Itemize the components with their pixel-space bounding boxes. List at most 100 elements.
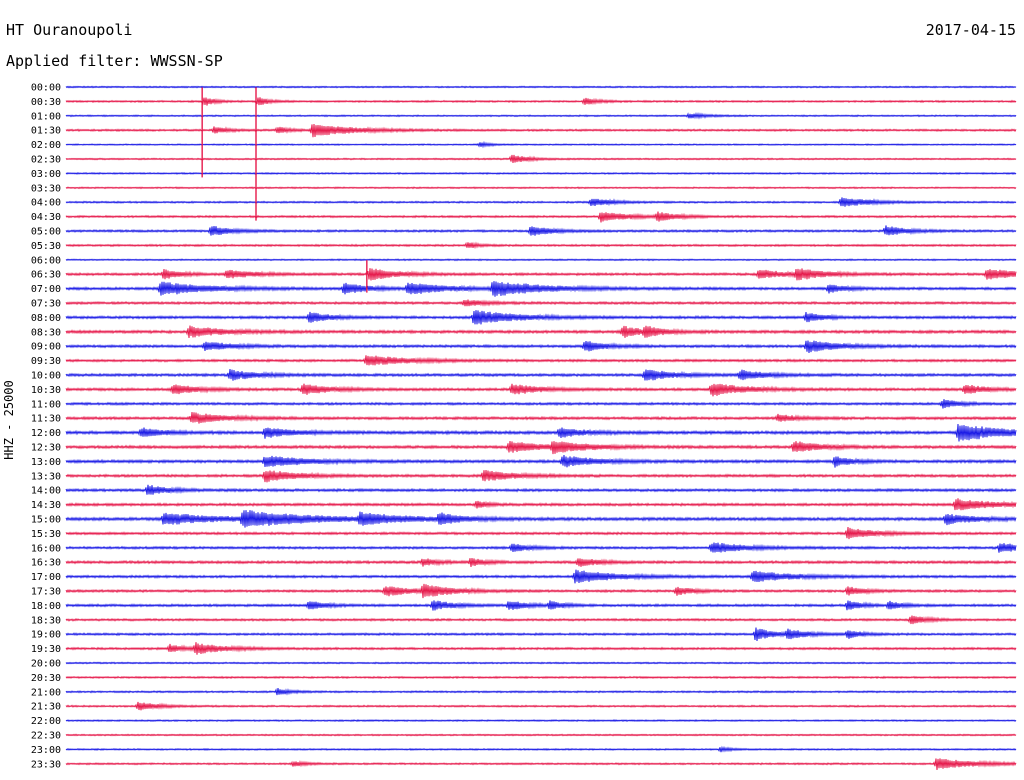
trace-line xyxy=(65,258,1017,262)
trace-line xyxy=(65,498,1017,511)
time-tick-label: 14:30 xyxy=(31,500,61,511)
trace-line xyxy=(65,455,1017,468)
time-tick-label: 01:30 xyxy=(31,126,61,137)
time-tick-label: 00:30 xyxy=(31,97,61,108)
time-tick-label: 07:30 xyxy=(31,299,61,310)
trace-line xyxy=(65,745,1017,753)
time-tick-label: 13:30 xyxy=(31,471,61,482)
time-tick-label: 10:00 xyxy=(31,371,61,382)
trace-line xyxy=(65,412,1017,424)
trace-line xyxy=(65,383,1017,397)
trace-line xyxy=(65,225,1017,236)
trace-line xyxy=(65,154,1017,164)
trace-line xyxy=(65,542,1017,553)
time-tick-label: 02:00 xyxy=(31,140,61,151)
time-tick-label: 22:30 xyxy=(31,731,61,742)
trace-line xyxy=(65,569,1017,584)
trace-line xyxy=(65,112,1017,120)
trace-line xyxy=(65,325,1017,338)
trace-line xyxy=(65,186,1017,190)
trace-line xyxy=(65,310,1017,325)
time-tick-label: 14:00 xyxy=(31,486,61,497)
trace-line xyxy=(65,85,1017,89)
trace-line xyxy=(65,758,1017,771)
trace-line xyxy=(65,423,1017,442)
record-date: 2017-04-15 xyxy=(925,21,1016,39)
time-tick-label: 18:30 xyxy=(31,615,61,626)
time-tick-label: 13:00 xyxy=(31,457,61,468)
time-tick-label: 05:30 xyxy=(31,241,61,252)
trace-line xyxy=(65,197,1017,207)
trace-line xyxy=(65,583,1017,599)
time-tick-label: 18:00 xyxy=(31,601,61,612)
trace-line xyxy=(65,470,1017,483)
trace-line xyxy=(65,355,1017,366)
time-tick-label: 00:00 xyxy=(31,83,61,94)
time-tick-label: 16:30 xyxy=(31,558,61,569)
trace-line xyxy=(65,399,1017,409)
time-tick-label: 17:30 xyxy=(31,587,61,598)
time-tick-label: 10:30 xyxy=(31,385,61,396)
trace-line xyxy=(65,600,1017,611)
trace-line xyxy=(65,440,1017,455)
trace-line xyxy=(65,701,1017,711)
time-tick-label: 04:30 xyxy=(31,212,61,223)
trace-line xyxy=(65,627,1017,642)
trace-line xyxy=(65,241,1017,250)
time-tick-label: 23:00 xyxy=(31,745,61,756)
trace-line xyxy=(65,97,1017,106)
trace-line xyxy=(65,171,1017,175)
station-name: HT Ouranoupoli xyxy=(6,21,133,39)
time-tick-label: 06:30 xyxy=(31,270,61,281)
trace-line xyxy=(65,268,1017,281)
time-tick-label: 22:00 xyxy=(31,716,61,727)
trace-line xyxy=(65,281,1017,297)
time-tick-label: 15:00 xyxy=(31,515,61,526)
time-tick-label: 21:30 xyxy=(31,702,61,713)
trace-line xyxy=(65,123,1017,138)
time-tick-label: 03:30 xyxy=(31,183,61,194)
time-tick-label: 06:00 xyxy=(31,255,61,266)
time-tick-label: 07:00 xyxy=(31,284,61,295)
time-tick-label: 02:30 xyxy=(31,155,61,166)
trace-line xyxy=(65,688,1017,696)
trace-line xyxy=(65,211,1017,223)
trace-line xyxy=(65,140,1017,149)
trace-line xyxy=(65,340,1017,353)
time-tick-label: 20:30 xyxy=(31,673,61,684)
time-tick-label: 09:30 xyxy=(31,356,61,367)
time-tick-label: 12:30 xyxy=(31,443,61,454)
trace-line xyxy=(65,733,1017,737)
trace-line xyxy=(65,615,1017,625)
filter-label: Applied filter: WWSSN-SP xyxy=(6,52,223,70)
time-tick-label: 16:00 xyxy=(31,543,61,554)
time-tick-label: 11:30 xyxy=(31,414,61,425)
time-tick-label: 20:00 xyxy=(31,659,61,670)
time-tick-label: 11:00 xyxy=(31,399,61,410)
time-tick-label: 21:00 xyxy=(31,687,61,698)
time-tick-label: 15:30 xyxy=(31,529,61,540)
time-tick-label: 12:00 xyxy=(31,428,61,439)
trace-line xyxy=(65,675,1017,680)
trace-line xyxy=(65,661,1017,665)
trace-line xyxy=(65,368,1017,381)
trace-line xyxy=(65,510,1017,528)
time-tick-label: 05:00 xyxy=(31,227,61,238)
trace-line xyxy=(65,484,1017,495)
trace-line xyxy=(65,719,1017,723)
time-tick-label: 23:30 xyxy=(31,759,61,770)
time-tick-label: 19:00 xyxy=(31,630,61,641)
time-tick-label: 08:30 xyxy=(31,327,61,338)
trace-line xyxy=(65,299,1017,307)
trace-line xyxy=(65,527,1017,540)
time-tick-label: 04:00 xyxy=(31,198,61,209)
trace-line xyxy=(65,558,1017,568)
time-tick-label: 09:00 xyxy=(31,342,61,353)
time-tick-label: 01:00 xyxy=(31,111,61,122)
time-tick-label: 19:30 xyxy=(31,644,61,655)
time-tick-label: 08:00 xyxy=(31,313,61,324)
time-tick-label: 03:00 xyxy=(31,169,61,180)
trace-line xyxy=(65,642,1017,655)
time-tick-label: 17:00 xyxy=(31,572,61,583)
